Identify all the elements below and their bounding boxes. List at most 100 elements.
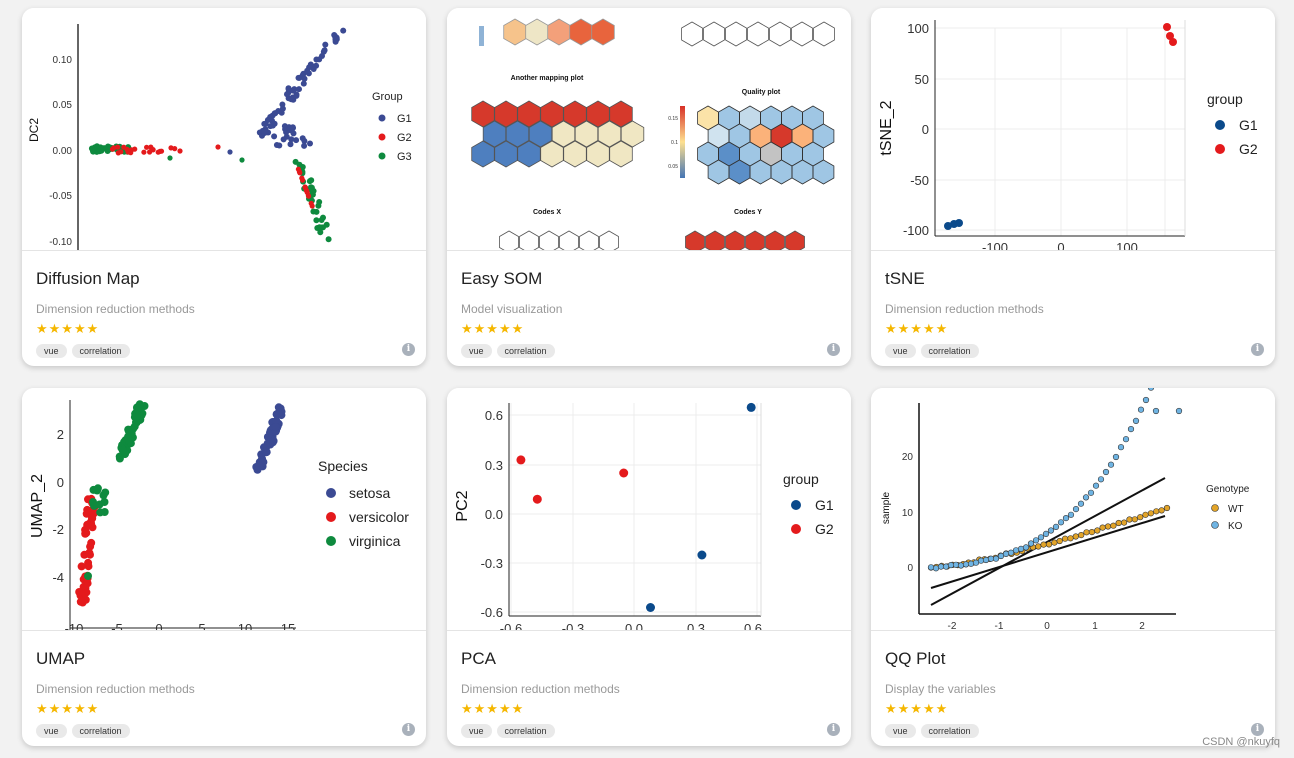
card-pca[interactable]: 0.6 0.3 0.0 -0.3 -0.6 -0.6 -0.3 0.0 0.3 … [447, 388, 851, 746]
data-point [269, 437, 278, 445]
data-point [290, 130, 297, 137]
data-point [308, 200, 314, 206]
som-hex-cell [499, 230, 519, 250]
data-point [285, 86, 292, 93]
data-point [301, 138, 308, 144]
data-point [1002, 550, 1010, 557]
data-point [300, 177, 306, 183]
som-hex-cell [528, 120, 553, 148]
som-hex-cell [574, 120, 599, 148]
som-hex-cell [591, 18, 615, 46]
tag-chip[interactable]: correlation [496, 724, 555, 738]
data-point [1056, 537, 1063, 545]
som-hex-cell [471, 100, 495, 128]
legend-label: G2 [815, 521, 834, 537]
legend-title: group [1207, 91, 1243, 107]
info-icon[interactable]: i [827, 343, 840, 356]
data-point [1067, 535, 1074, 542]
data-point [310, 66, 317, 72]
y-axis-label: DC2 [27, 118, 41, 142]
tick: 0.0 [625, 621, 643, 630]
data-point [1158, 507, 1165, 514]
legend-title: Group [372, 91, 403, 103]
data-point [957, 562, 965, 569]
data-point [90, 501, 99, 510]
tag-chip[interactable]: vue [36, 724, 67, 738]
data-point [317, 229, 324, 236]
legend-title: Species [318, 458, 368, 474]
tag-chip[interactable]: correlation [920, 724, 979, 738]
data-point [261, 120, 268, 127]
data-point [1042, 530, 1050, 537]
som-hex-cell [494, 100, 518, 128]
data-point [147, 149, 153, 155]
data-point [100, 498, 109, 506]
card-tsne[interactable]: 100 50 0 -50 -100 -100 0 100 tSNE_2 grou… [871, 8, 1275, 366]
tick: -0.6 [500, 621, 522, 630]
info-icon[interactable]: i [827, 723, 840, 736]
info-icon[interactable]: i [402, 343, 415, 356]
tick: 20 [902, 452, 914, 463]
tag-chip[interactable]: correlation [71, 344, 130, 358]
data-point [1110, 522, 1117, 529]
card-subtitle: Dimension reduction methods [36, 302, 195, 316]
data-point [1022, 544, 1030, 551]
info-icon[interactable]: i [1251, 723, 1264, 736]
som-hex-cell [551, 120, 576, 148]
tag-chip[interactable]: vue [461, 724, 492, 738]
tick: -2 [52, 522, 64, 537]
info-icon[interactable]: i [402, 723, 415, 736]
card-title: PCA [461, 649, 496, 668]
tag-chip[interactable]: vue [36, 344, 67, 358]
tick: -1 [995, 621, 1004, 630]
som-hex-cell [471, 140, 495, 168]
legend-title: group [783, 471, 819, 487]
data-point [301, 142, 308, 149]
info-icon[interactable]: i [1251, 343, 1264, 356]
data-point [168, 145, 174, 151]
data-point [88, 145, 95, 152]
data-point [1007, 549, 1015, 556]
data-point [261, 128, 268, 135]
tick: 0.1 [671, 140, 678, 146]
data-point [313, 56, 320, 63]
tag-chip[interactable]: vue [885, 344, 916, 358]
som-hex-cell [599, 230, 619, 250]
data-point [284, 91, 290, 98]
data-point [272, 416, 281, 425]
card-easy-som[interactable]: Another mapping plot Quality plot 0.15 0… [447, 8, 851, 366]
legend-label: WT [1228, 504, 1244, 515]
tick: -0.10 [49, 237, 72, 248]
data-point [1052, 523, 1060, 530]
som-hex-cell [517, 140, 541, 168]
som-hex-cell [579, 230, 599, 250]
tick: 0.15 [668, 116, 678, 122]
tick: -100 [903, 223, 929, 238]
data-point [310, 208, 317, 215]
tick: 0.05 [668, 164, 678, 170]
data-point [288, 125, 295, 132]
tick: 100 [1116, 240, 1138, 250]
data-point [1127, 425, 1135, 433]
data-point [283, 133, 290, 140]
data-point [1137, 514, 1144, 521]
som-hex-cell [597, 120, 622, 148]
tick: 5 [198, 621, 205, 630]
tag-chip[interactable]: vue [461, 344, 492, 358]
card-qq-plot[interactable]: 20 10 0 -2 -1 0 1 2 sample Genotype WT K… [871, 388, 1275, 746]
data-point [261, 447, 270, 456]
panel-title: Another mapping plot [511, 75, 584, 82]
data-point [1067, 511, 1075, 518]
data-point [129, 147, 135, 153]
tag-chip[interactable]: correlation [71, 724, 130, 738]
data-point [271, 133, 278, 140]
data-point [100, 508, 109, 516]
tag-chip[interactable]: vue [885, 724, 916, 738]
tag-chip[interactable]: correlation [496, 344, 555, 358]
data-point [155, 149, 161, 155]
data-point [1152, 407, 1160, 415]
data-point [305, 193, 311, 199]
card-umap[interactable]: 2 0 -2 -4 -10 -5 0 5 10 15 UMAP_2 Specie… [22, 388, 426, 746]
card-diffusion-map[interactable]: 0.10 0.05 0.00 -0.05 -0.10 DC2 Group G1 … [22, 8, 426, 366]
tag-chip[interactable]: correlation [920, 344, 979, 358]
